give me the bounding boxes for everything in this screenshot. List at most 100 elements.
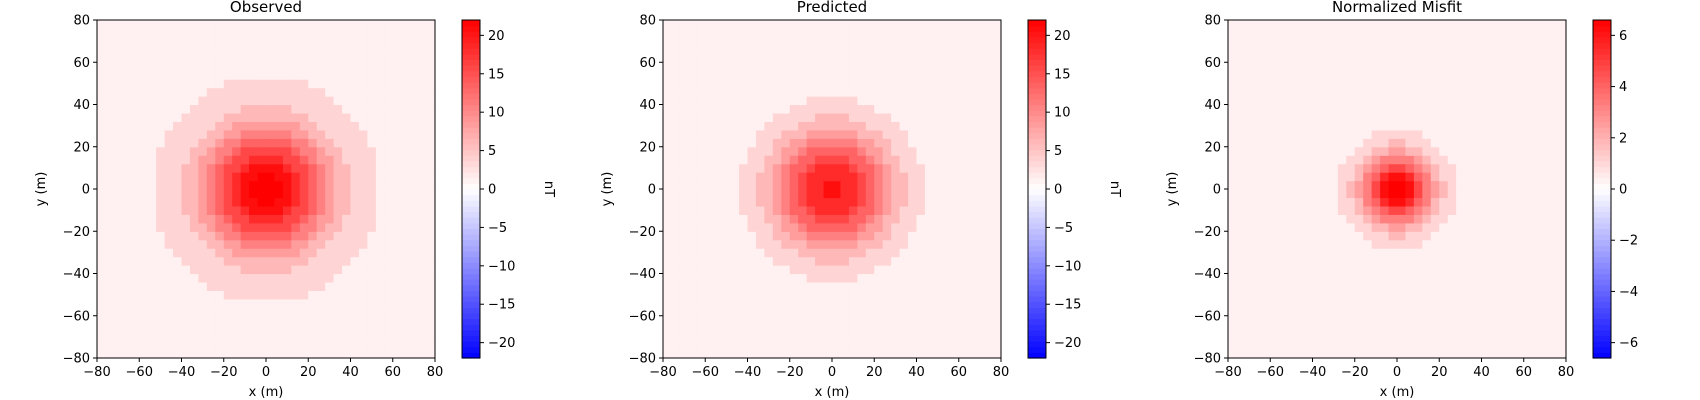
contour-cell bbox=[1481, 290, 1491, 300]
contour-cell bbox=[113, 138, 123, 148]
contour-cell bbox=[781, 307, 791, 317]
contour-cell bbox=[747, 281, 757, 291]
contour-cell bbox=[975, 341, 985, 351]
contour-cell bbox=[1363, 79, 1373, 89]
contour-cell bbox=[1456, 87, 1466, 97]
contour-cell bbox=[705, 281, 715, 291]
contour-cell bbox=[798, 112, 808, 122]
contour-cell bbox=[249, 239, 259, 249]
contour-cell bbox=[739, 222, 749, 232]
contour-cell bbox=[865, 256, 875, 266]
contour-cell bbox=[874, 341, 884, 351]
contour-cell bbox=[1312, 129, 1322, 139]
contour-cell bbox=[274, 138, 284, 148]
contour-cell bbox=[1498, 239, 1508, 249]
contour-cell bbox=[189, 79, 199, 89]
contour-cell bbox=[941, 79, 951, 89]
contour-cell bbox=[789, 62, 799, 72]
contour-cell bbox=[865, 222, 875, 232]
contour-cell bbox=[232, 273, 242, 283]
contour-cell bbox=[1354, 96, 1364, 106]
contour-cell bbox=[1295, 87, 1305, 97]
contour-cell bbox=[891, 341, 901, 351]
contour-cell bbox=[950, 332, 960, 342]
contour-cell bbox=[984, 104, 994, 114]
contour-cell bbox=[950, 273, 960, 283]
contour-cell bbox=[1320, 129, 1330, 139]
contour-cell bbox=[1312, 231, 1322, 241]
contour-cell bbox=[933, 28, 943, 38]
y-tick-label: 80 bbox=[639, 14, 656, 29]
contour-cell bbox=[916, 96, 926, 106]
contour-cell bbox=[189, 62, 199, 72]
contour-cell bbox=[198, 341, 208, 351]
contour-cell bbox=[122, 273, 132, 283]
contour-cell bbox=[696, 121, 706, 131]
contour-cell bbox=[874, 265, 884, 275]
contour-cell bbox=[1363, 341, 1373, 351]
contour-cell bbox=[291, 96, 301, 106]
contour-cell bbox=[1456, 265, 1466, 275]
contour-cell bbox=[257, 121, 267, 131]
contour-cell bbox=[375, 290, 385, 300]
contour-cell bbox=[1540, 53, 1550, 63]
contour-cell bbox=[857, 129, 867, 139]
contour-cell bbox=[1506, 172, 1516, 182]
contour-cell bbox=[806, 20, 816, 30]
contour-cell bbox=[1422, 315, 1432, 325]
contour-cell bbox=[764, 129, 774, 139]
contour-cell bbox=[950, 138, 960, 148]
contour-cell bbox=[282, 104, 292, 114]
contour-cell bbox=[755, 121, 765, 131]
contour-cell bbox=[1244, 146, 1254, 156]
contour-cell bbox=[189, 324, 199, 334]
contour-cell bbox=[857, 324, 867, 334]
contour-cell bbox=[232, 180, 242, 190]
contour-cell bbox=[122, 281, 132, 291]
contour-cell bbox=[789, 28, 799, 38]
contour-cell bbox=[679, 146, 689, 156]
contour-cell bbox=[299, 222, 309, 232]
contour-cell bbox=[1447, 332, 1457, 342]
contour-cell bbox=[223, 155, 233, 165]
colorbar-segment bbox=[462, 194, 480, 201]
contour-cell bbox=[1363, 315, 1373, 325]
contour-cell bbox=[1363, 62, 1373, 72]
contour-cell bbox=[1447, 248, 1457, 258]
contour-cell bbox=[105, 112, 115, 122]
contour-cell bbox=[1456, 332, 1466, 342]
contour-cell bbox=[189, 256, 199, 266]
contour-cell bbox=[713, 189, 723, 199]
contour-cell bbox=[266, 189, 276, 199]
contour-cell bbox=[113, 112, 123, 122]
contour-cell bbox=[333, 248, 343, 258]
contour-cell bbox=[823, 273, 833, 283]
contour-cell bbox=[1447, 20, 1457, 30]
contour-cell bbox=[130, 96, 140, 106]
contour-cell bbox=[358, 222, 368, 232]
contour-cell bbox=[984, 307, 994, 317]
contour-cell bbox=[967, 231, 977, 241]
contour-cell bbox=[409, 315, 419, 325]
contour-cell bbox=[730, 197, 740, 207]
contour-cell bbox=[206, 87, 216, 97]
contour-cell bbox=[663, 307, 673, 317]
contour-cell bbox=[215, 197, 225, 207]
contour-cell bbox=[705, 70, 715, 80]
contour-cell bbox=[713, 205, 723, 215]
colorbar-segment bbox=[1028, 239, 1046, 246]
contour-cell bbox=[156, 87, 166, 97]
contour-cell bbox=[1540, 20, 1550, 30]
contour-cell bbox=[1278, 341, 1288, 351]
contour-cell bbox=[1489, 281, 1499, 291]
contour-cell bbox=[392, 62, 402, 72]
contour-cell bbox=[139, 70, 149, 80]
contour-cell bbox=[308, 180, 318, 190]
contour-cell bbox=[1228, 87, 1238, 97]
contour-cell bbox=[832, 138, 842, 148]
contour-cell bbox=[375, 189, 385, 199]
contour-cell bbox=[1270, 307, 1280, 317]
contour-cell bbox=[181, 70, 191, 80]
contour-cell bbox=[156, 62, 166, 72]
